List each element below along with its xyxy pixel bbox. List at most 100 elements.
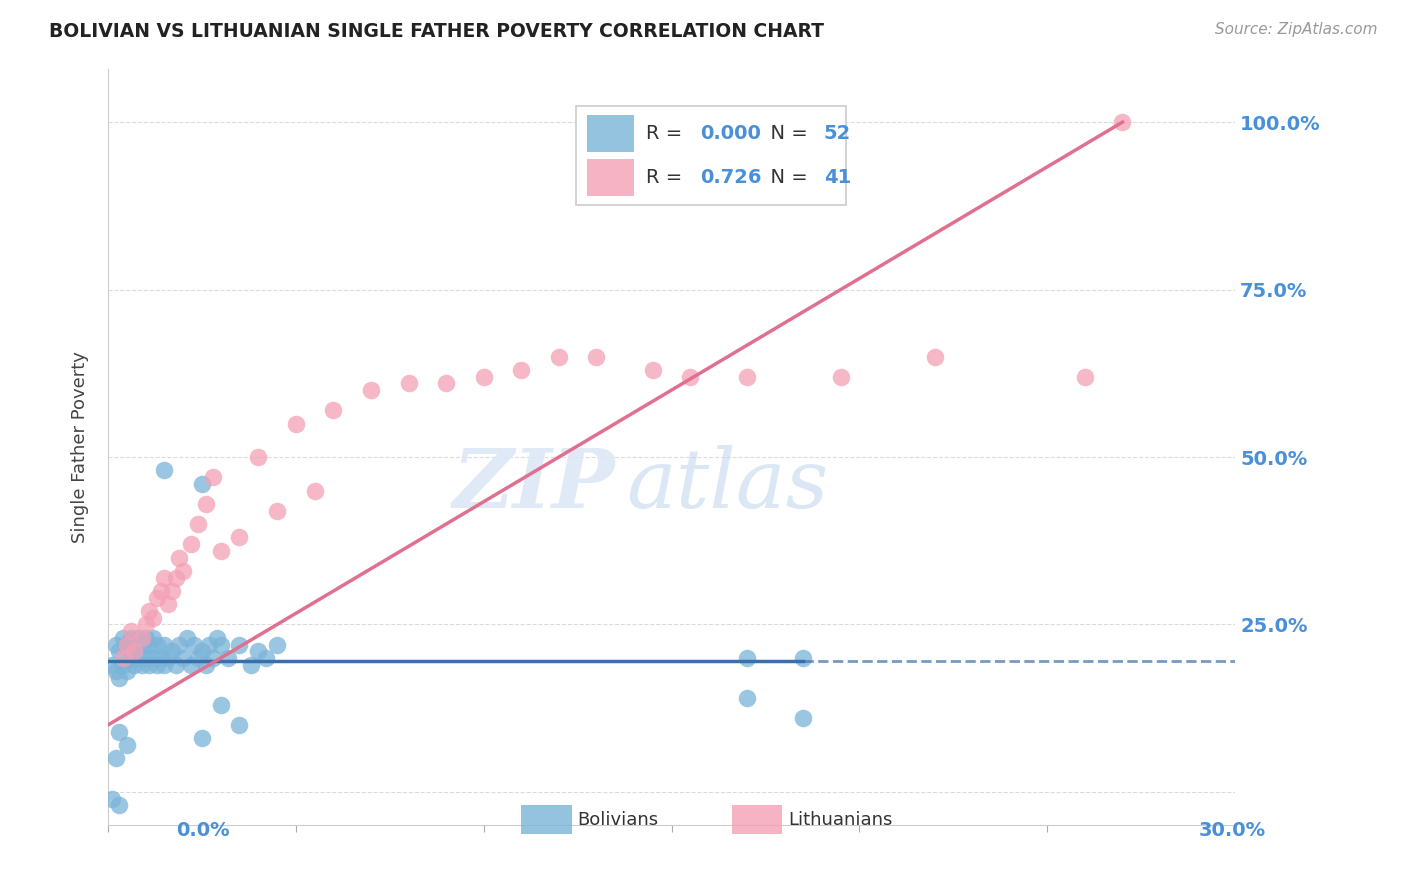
Point: [138, 604, 160, 618]
Text: Bolivians: Bolivians: [578, 811, 658, 829]
Point: [217, 651, 239, 665]
Point: [247, 450, 270, 464]
Text: BOLIVIAN VS LITHUANIAN SINGLE FATHER POVERTY CORRELATION CHART: BOLIVIAN VS LITHUANIAN SINGLE FATHER POV…: [49, 22, 824, 41]
Point: [239, 657, 262, 672]
Point: [115, 665, 138, 679]
Point: [472, 369, 495, 384]
Point: [120, 624, 142, 639]
Point: [266, 638, 288, 652]
Point: [142, 651, 165, 665]
Point: [153, 638, 176, 652]
Point: [108, 798, 131, 813]
Text: 30.0%: 30.0%: [1198, 821, 1265, 839]
Text: R =: R =: [645, 168, 688, 186]
Point: [131, 638, 153, 652]
Point: [142, 631, 165, 645]
Point: [322, 403, 344, 417]
Point: [1074, 369, 1097, 384]
Point: [398, 376, 420, 391]
Point: [792, 651, 814, 665]
Point: [157, 651, 180, 665]
Point: [142, 611, 165, 625]
Point: [149, 651, 172, 665]
Point: [111, 657, 134, 672]
Point: [157, 598, 180, 612]
Point: [735, 651, 758, 665]
Point: [198, 638, 221, 652]
Point: [120, 631, 142, 645]
Point: [209, 544, 232, 558]
Point: [924, 350, 946, 364]
Text: atlas: atlas: [627, 445, 830, 524]
Point: [194, 497, 217, 511]
Point: [124, 638, 146, 652]
Point: [104, 751, 127, 765]
Point: [228, 530, 250, 544]
Point: [149, 584, 172, 599]
Point: [169, 550, 191, 565]
Point: [360, 383, 382, 397]
Point: [830, 369, 852, 384]
Point: [180, 537, 202, 551]
Point: [131, 657, 153, 672]
Point: [547, 350, 569, 364]
Point: [146, 638, 169, 652]
Point: [191, 476, 214, 491]
Text: Source: ZipAtlas.com: Source: ZipAtlas.com: [1215, 22, 1378, 37]
Point: [108, 644, 131, 658]
Text: 0.726: 0.726: [700, 168, 761, 186]
Text: Lithuanians: Lithuanians: [787, 811, 893, 829]
Point: [135, 617, 157, 632]
Point: [434, 376, 457, 391]
Point: [169, 638, 191, 652]
Point: [160, 584, 183, 599]
Point: [124, 644, 146, 658]
Point: [146, 591, 169, 605]
Text: 0.000: 0.000: [700, 124, 761, 144]
Point: [205, 631, 228, 645]
Point: [153, 657, 176, 672]
Point: [115, 638, 138, 652]
Point: [115, 738, 138, 752]
FancyBboxPatch shape: [588, 159, 634, 195]
Text: 0.0%: 0.0%: [176, 821, 229, 839]
Point: [304, 483, 326, 498]
Point: [228, 718, 250, 732]
Point: [100, 791, 122, 805]
Point: [146, 657, 169, 672]
Point: [209, 638, 232, 652]
Point: [510, 363, 533, 377]
FancyBboxPatch shape: [588, 115, 634, 153]
Point: [172, 564, 194, 578]
Point: [209, 698, 232, 712]
Point: [127, 631, 149, 645]
Point: [585, 350, 607, 364]
Point: [108, 671, 131, 685]
Point: [120, 644, 142, 658]
Point: [679, 369, 702, 384]
Point: [266, 503, 288, 517]
Y-axis label: Single Father Poverty: Single Father Poverty: [72, 351, 89, 543]
Point: [111, 631, 134, 645]
Text: 41: 41: [824, 168, 851, 186]
Point: [187, 651, 209, 665]
Point: [187, 516, 209, 531]
Text: N =: N =: [758, 124, 814, 144]
FancyBboxPatch shape: [576, 106, 846, 205]
Point: [284, 417, 307, 431]
Point: [191, 644, 214, 658]
Point: [735, 691, 758, 706]
Point: [183, 638, 205, 652]
Point: [124, 657, 146, 672]
Point: [641, 363, 664, 377]
Text: ZIP: ZIP: [453, 445, 616, 524]
Point: [115, 638, 138, 652]
Point: [165, 657, 187, 672]
Text: N =: N =: [758, 168, 814, 186]
Point: [104, 665, 127, 679]
Point: [792, 711, 814, 725]
Point: [172, 651, 194, 665]
Point: [111, 651, 134, 665]
Point: [254, 651, 277, 665]
Point: [735, 369, 758, 384]
